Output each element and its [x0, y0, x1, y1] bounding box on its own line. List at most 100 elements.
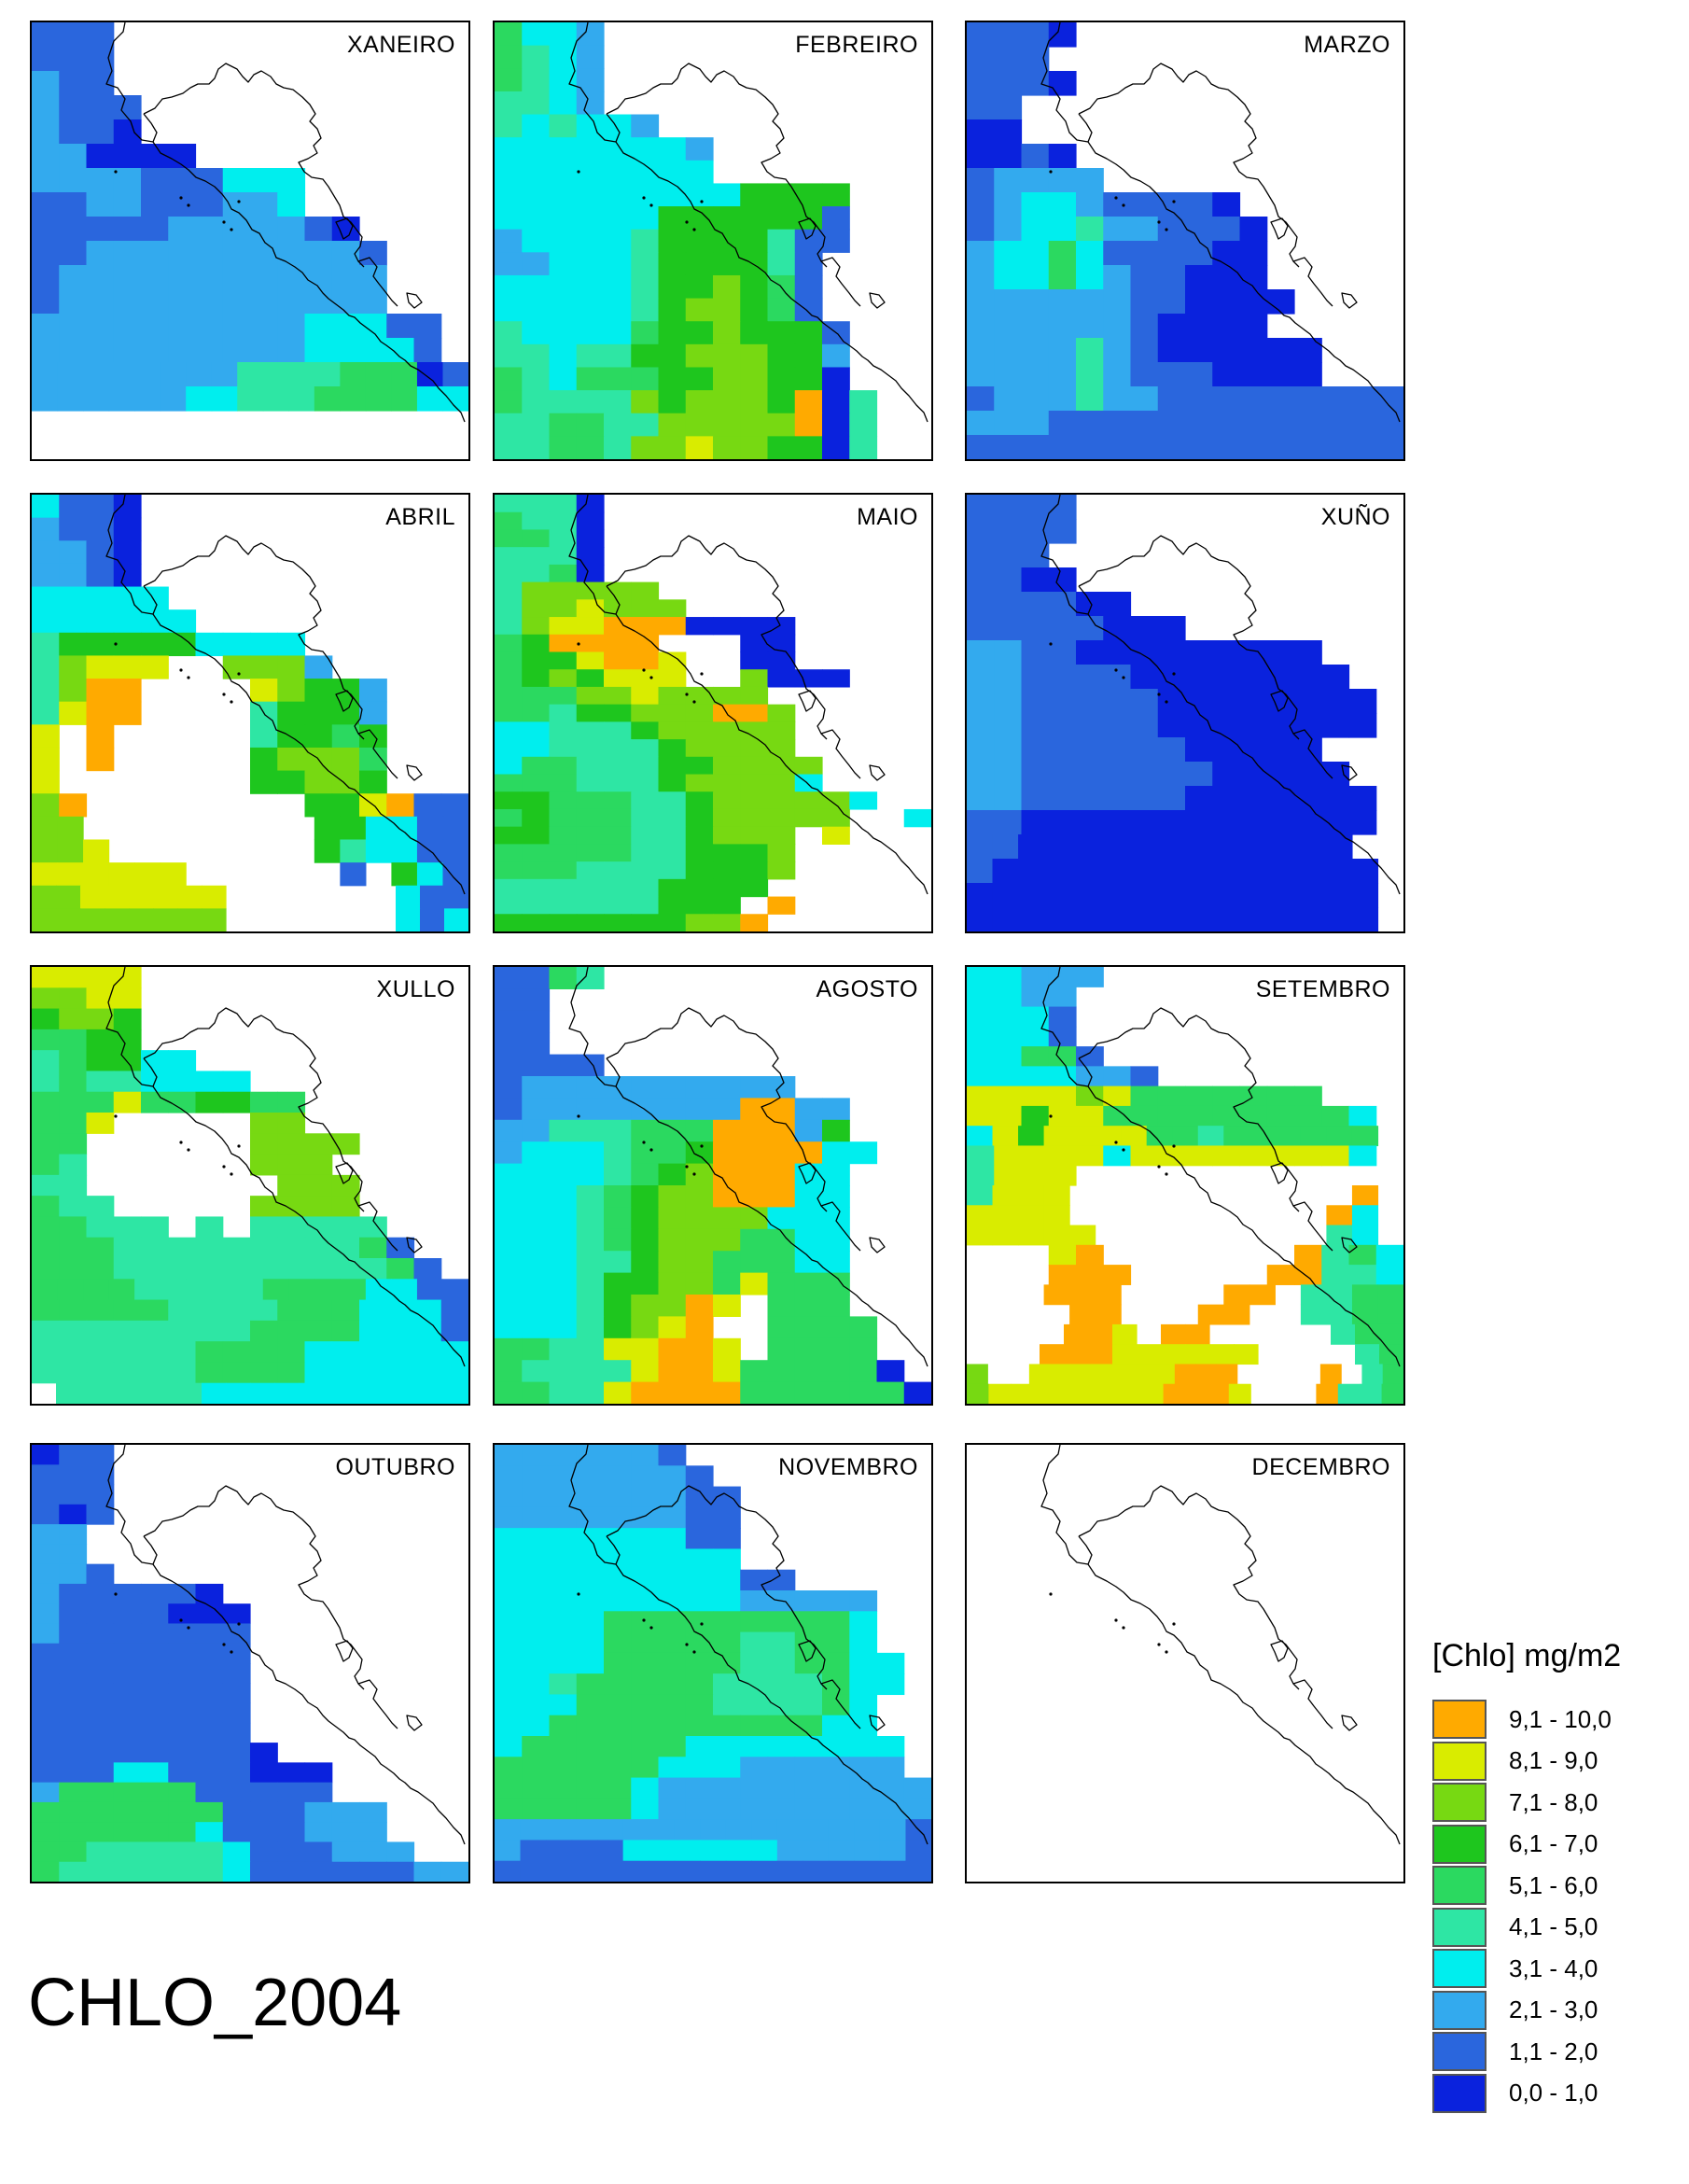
legend-swatch — [1432, 2032, 1487, 2072]
chlorophyll-cell — [1048, 1046, 1077, 1067]
chlorophyll-cell — [1239, 1085, 1268, 1107]
chlorophyll-cell — [576, 669, 605, 688]
chlorophyll-cell — [1212, 192, 1241, 217]
chlorophyll-cell — [113, 1583, 142, 1604]
chlorophyll-cell — [1103, 1265, 1132, 1285]
chlorophyll-cell — [1212, 386, 1241, 412]
chlorophyll-cell — [740, 1381, 769, 1404]
chlorophyll-cell — [740, 1207, 769, 1230]
chlorophyll-cell — [495, 206, 523, 231]
chlorophyll-cell — [86, 1643, 115, 1664]
chlorophyll-cell — [495, 1316, 523, 1339]
chlorophyll-cell — [522, 343, 551, 369]
chlorophyll-cell — [277, 1362, 306, 1384]
chlorophyll-cell — [386, 314, 415, 339]
chlorophyll-cell — [1275, 883, 1302, 908]
chlorophyll-cell — [631, 183, 660, 207]
chlorophyll-cell — [767, 1316, 796, 1339]
chlorophyll-cell — [522, 1673, 551, 1696]
chlorophyll-cell — [994, 95, 1023, 120]
chlorophyll-cell — [1172, 883, 1199, 908]
chlorophyll-cell — [365, 386, 393, 412]
chlorophyll-cell — [1239, 265, 1268, 290]
chlorophyll-cell — [1321, 1265, 1350, 1285]
chlorophyll-cell — [631, 1652, 660, 1674]
chlorophyll-cell — [420, 908, 445, 931]
chlorophyll-cell — [1021, 192, 1050, 217]
chlorophyll-cell — [416, 362, 444, 387]
chlorophyll-cell — [674, 1840, 701, 1862]
chlorophyll-cell — [740, 206, 769, 231]
chlorophyll-cell — [522, 160, 551, 185]
chlorophyll-cell — [685, 861, 714, 880]
coastline-segment — [568, 22, 928, 423]
chlorophyll-cell — [1157, 1105, 1186, 1127]
chlorophyll-cell — [604, 617, 632, 636]
chlorophyll-cell — [59, 1504, 88, 1525]
chlorophyll-cell — [822, 1736, 850, 1757]
chlorophyll-cell — [1130, 289, 1159, 315]
chlorophyll-cell — [495, 390, 523, 414]
chlorophyll-cell — [1157, 786, 1186, 811]
chlorophyll-cell — [442, 839, 468, 863]
chlorophyll-cell — [713, 896, 741, 915]
chlorophyll-cell — [576, 1207, 605, 1230]
chlorophyll-cell — [576, 1185, 605, 1208]
chlorophyll-cell — [331, 747, 360, 772]
chlorophyll-cell — [967, 786, 995, 811]
chlorophyll-cell — [631, 1381, 660, 1404]
chlorophyll-cell — [1076, 762, 1104, 787]
islet — [642, 196, 646, 200]
chlorophyll-cell — [685, 1360, 714, 1383]
chlorophyll-cell — [195, 1299, 224, 1322]
chlorophyll-cell — [83, 386, 110, 412]
chlorophyll-cell — [549, 617, 578, 636]
chlorophyll-cell — [32, 1029, 60, 1051]
chlorophyll-cell — [86, 1563, 115, 1585]
chlorophyll-cell — [86, 119, 115, 145]
chlorophyll-cell — [304, 1841, 333, 1863]
chlorophyll-cell — [1048, 519, 1077, 544]
chlorophyll-cell — [604, 686, 632, 706]
chlorophyll-cell — [822, 229, 850, 253]
chlorophyll-cell — [854, 1860, 881, 1882]
chlorophyll-cell — [1275, 1126, 1302, 1147]
chlorophyll-cell — [1266, 786, 1295, 811]
chlorophyll-cell — [767, 896, 796, 915]
chlorophyll-cell — [713, 1569, 741, 1591]
chlorophyll-cell — [141, 1743, 169, 1763]
chlorophyll-cell — [359, 1258, 387, 1280]
chlorophyll-cell — [277, 1822, 306, 1843]
chlorophyll-cell — [658, 252, 687, 276]
chlorophyll-cell — [967, 616, 995, 641]
chlorophyll-cell — [195, 1643, 224, 1664]
chlorophyll-cell — [59, 1544, 88, 1565]
chlorophyll-cell — [177, 885, 202, 909]
chlorophyll-cell — [631, 206, 660, 231]
chlorophyll-cell — [658, 861, 687, 880]
chlorophyll-cell — [988, 1383, 1012, 1404]
chlorophyll-cell — [222, 1258, 251, 1280]
chlorophyll-cell — [685, 298, 714, 322]
chlorophyll-cell — [576, 1163, 605, 1186]
chlorophyll-cell — [1321, 1145, 1350, 1167]
chlorophyll-cell — [1185, 1085, 1213, 1107]
chlorophyll-cell — [134, 362, 161, 387]
chlorophyll-cell — [1076, 967, 1104, 987]
chlorophyll-cell — [576, 896, 605, 915]
chlorophyll-cell — [226, 1382, 251, 1404]
chlorophyll-cell — [359, 338, 387, 363]
chlorophyll-cell — [631, 1185, 660, 1208]
chlorophyll-cell — [994, 567, 1023, 593]
islet — [685, 693, 689, 696]
chlorophyll-cell — [195, 314, 224, 339]
islet — [114, 1592, 118, 1596]
chlorophyll-cell — [994, 786, 1023, 811]
chlorophyll-cell — [277, 679, 306, 703]
chlorophyll-cell — [277, 241, 306, 266]
islet — [230, 1650, 233, 1654]
chlorophyll-cell — [522, 826, 551, 845]
chlorophyll-cell — [1157, 810, 1186, 835]
chlorophyll-cell — [767, 1251, 796, 1274]
chlorophyll-cell — [849, 436, 878, 459]
